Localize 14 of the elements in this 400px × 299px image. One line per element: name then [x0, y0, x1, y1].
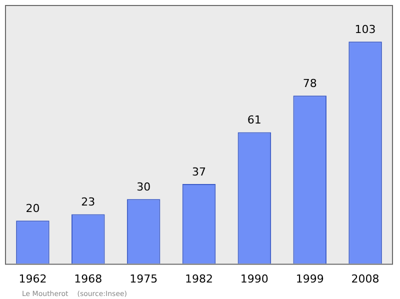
x-tick-label: 2008	[351, 272, 380, 286]
data-label: 103	[354, 23, 376, 36]
x-tick-label: 1968	[74, 272, 102, 286]
data-label: 78	[302, 76, 317, 90]
x-tick-label: 1999	[296, 272, 324, 286]
data-label: 23	[81, 196, 96, 209]
x-tick-label: 1975	[130, 272, 158, 286]
data-label: 61	[247, 114, 262, 127]
x-tick-label: 1990	[240, 272, 268, 286]
data-label: 30	[136, 180, 151, 194]
data-label: 20	[26, 202, 40, 216]
x-tick-label: 1962	[18, 272, 47, 286]
x-tick-label: 1982	[185, 272, 213, 286]
data-label: 37	[192, 165, 206, 178]
